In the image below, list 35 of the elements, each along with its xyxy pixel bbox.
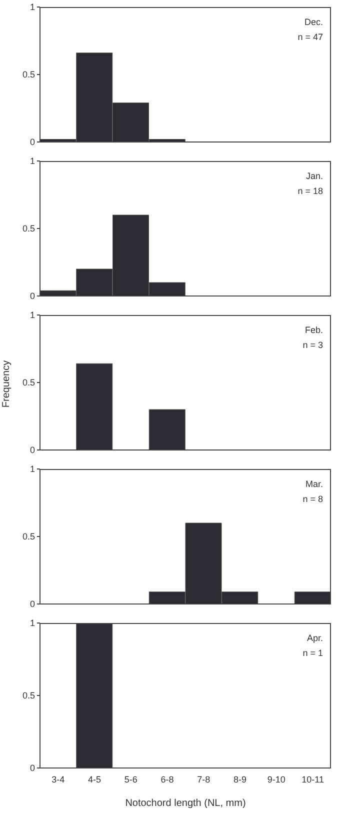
y-tick-label: 0 xyxy=(30,137,35,148)
x-tick-label: 6-8 xyxy=(160,774,174,784)
y-tick-label: 1 xyxy=(30,2,35,12)
y-tick-label: 0.5 xyxy=(22,70,35,80)
annotation: Jan. xyxy=(304,170,323,183)
annotation: Feb. xyxy=(304,324,323,337)
y-tick-label: 1 xyxy=(30,310,35,320)
y-tick-label: 0 xyxy=(30,445,35,456)
x-tick-label: 5-6 xyxy=(124,774,138,784)
annotation: n = 3 xyxy=(302,339,323,352)
annotation: n = 18 xyxy=(298,185,323,198)
annotation: Dec. xyxy=(303,16,323,29)
x-tick-label: 3-4 xyxy=(52,774,65,784)
y-tick-label: 0.5 xyxy=(22,690,35,701)
y-axis-title: Frequency xyxy=(1,360,13,408)
y-tick-label: 1 xyxy=(30,464,35,474)
x-tick-label: 10-11 xyxy=(302,774,324,784)
annotation: Apr. xyxy=(306,632,323,645)
annotation: n = 8 xyxy=(302,493,323,506)
annotation: n = 1 xyxy=(302,647,323,660)
y-tick-label: 0.5 xyxy=(22,224,35,234)
y-tick-label: 0 xyxy=(30,763,35,774)
y-tick-label: 0 xyxy=(30,291,35,302)
y-tick-label: 1 xyxy=(30,618,35,628)
y-tick-label: 1 xyxy=(30,156,35,166)
x-tick-label: 8-9 xyxy=(234,774,247,784)
y-tick-label: 0.5 xyxy=(22,378,35,388)
x-tick-label: 9-10 xyxy=(267,774,286,784)
y-tick-label: 0.5 xyxy=(22,532,35,542)
annotation: n = 47 xyxy=(298,31,323,44)
x-axis-title: Notochord length (NL, mm) xyxy=(125,798,246,809)
annotation: Mar. xyxy=(304,478,323,491)
x-tick-label: 4-5 xyxy=(88,774,102,784)
y-tick-label: 0 xyxy=(30,599,35,610)
x-tick-label: 7-8 xyxy=(197,774,210,784)
